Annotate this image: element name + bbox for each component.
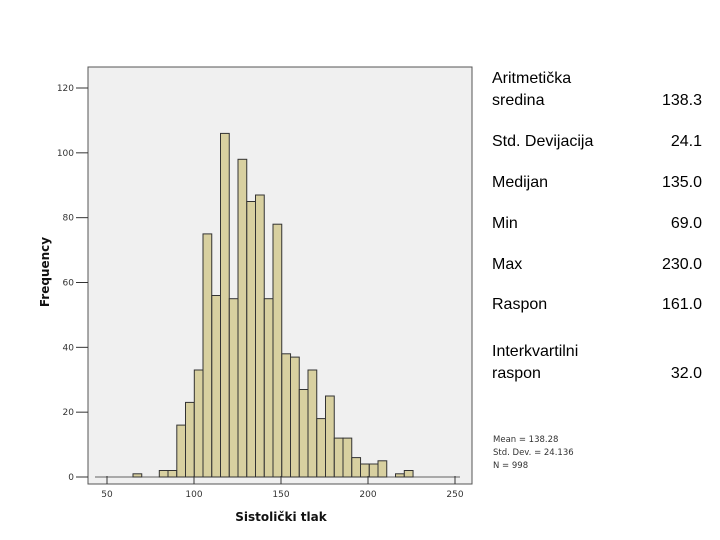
stat-value: 24.1 (670, 133, 702, 150)
histogram-bar (290, 356, 300, 478)
histogram-bar (246, 201, 257, 478)
stat-label: Max (492, 256, 523, 273)
stat-row-range: Raspon 161.0 (492, 294, 702, 316)
histogram-bar (307, 369, 318, 478)
y-tick-label: 0 (68, 473, 74, 483)
histogram-bar (272, 223, 283, 478)
x-tick-label: 250 (446, 490, 463, 500)
x-tick-label: 50 (101, 490, 113, 500)
histogram-bar (298, 389, 309, 478)
y-axis: 0 20 40 60 80 100 120 (57, 84, 89, 483)
histogram-bar (368, 463, 379, 478)
legend-n: N = 998 (493, 461, 528, 471)
stat-row-max: Max 230.0 (492, 254, 702, 276)
stat-row-iqr: Interkvartilni raspon 32.0 (492, 341, 702, 385)
y-tick-label: 100 (57, 149, 74, 159)
histogram-bar (211, 295, 222, 478)
stat-label: Aritmetička sredina (492, 70, 572, 109)
x-axis-title: Sistolički tlak (235, 510, 327, 524)
y-tick-label: 40 (63, 343, 75, 353)
histogram-bar (351, 457, 362, 478)
stat-value: 161.0 (661, 296, 702, 313)
histogram-bar (395, 473, 405, 478)
histogram-bar (255, 194, 265, 478)
histogram-bar (228, 298, 239, 478)
histogram-bar (237, 158, 248, 478)
histogram-bar (132, 473, 143, 478)
histogram-bar (176, 424, 187, 478)
stat-row-median: Medijan 135.0 (492, 172, 702, 194)
y-axis-title: Frequency (38, 237, 52, 307)
stat-value: 135.0 (661, 174, 702, 191)
stat-value: 138.3 (661, 92, 702, 109)
histogram-bar (158, 470, 169, 478)
histogram-bar (220, 132, 230, 478)
histogram-bar (202, 233, 213, 478)
histogram-bar (263, 298, 274, 478)
chart-legend: Mean = 138.28 Std. Dev. = 24.136 N = 998 (493, 435, 574, 471)
y-tick-label: 20 (63, 408, 75, 418)
stat-value: 230.0 (661, 256, 702, 273)
legend-std-dev: Std. Dev. = 24.136 (493, 448, 574, 458)
y-tick-label: 80 (63, 214, 75, 224)
histogram-bar (325, 395, 335, 478)
stat-row-mean: Aritmetička sredina 138.3 (492, 68, 702, 112)
x-tick-label: 200 (359, 490, 376, 500)
stat-label: Medijan (492, 174, 549, 191)
stat-label: Raspon (492, 296, 548, 313)
histogram-bar (185, 401, 195, 478)
histogram-bar (193, 369, 204, 478)
histogram-bar (316, 418, 327, 478)
y-tick-label: 120 (57, 84, 74, 94)
stat-label: Std. Devijacija (492, 133, 594, 150)
stat-label: Min (492, 215, 518, 232)
histogram-bar (360, 463, 370, 478)
x-tick-label: 150 (272, 490, 289, 500)
histogram-bar (167, 470, 178, 478)
histogram-bar (333, 437, 344, 478)
x-tick-label: 100 (185, 490, 202, 500)
histogram-bar (377, 460, 388, 478)
stat-value: 32.0 (670, 365, 702, 382)
x-axis: 50 100 150 200 250 (95, 476, 464, 500)
legend-mean: Mean = 138.28 (493, 435, 558, 445)
stat-row-min: Min 69.0 (492, 213, 702, 235)
histogram-bar (403, 470, 414, 478)
y-tick-label: 60 (63, 279, 75, 289)
histogram-bar (342, 437, 353, 478)
stat-label: Interkvartilni raspon (492, 343, 579, 382)
stat-value: 69.0 (670, 215, 702, 232)
stat-row-std-dev: Std. Devijacija 24.1 (492, 131, 702, 153)
histogram-bar (281, 353, 292, 478)
